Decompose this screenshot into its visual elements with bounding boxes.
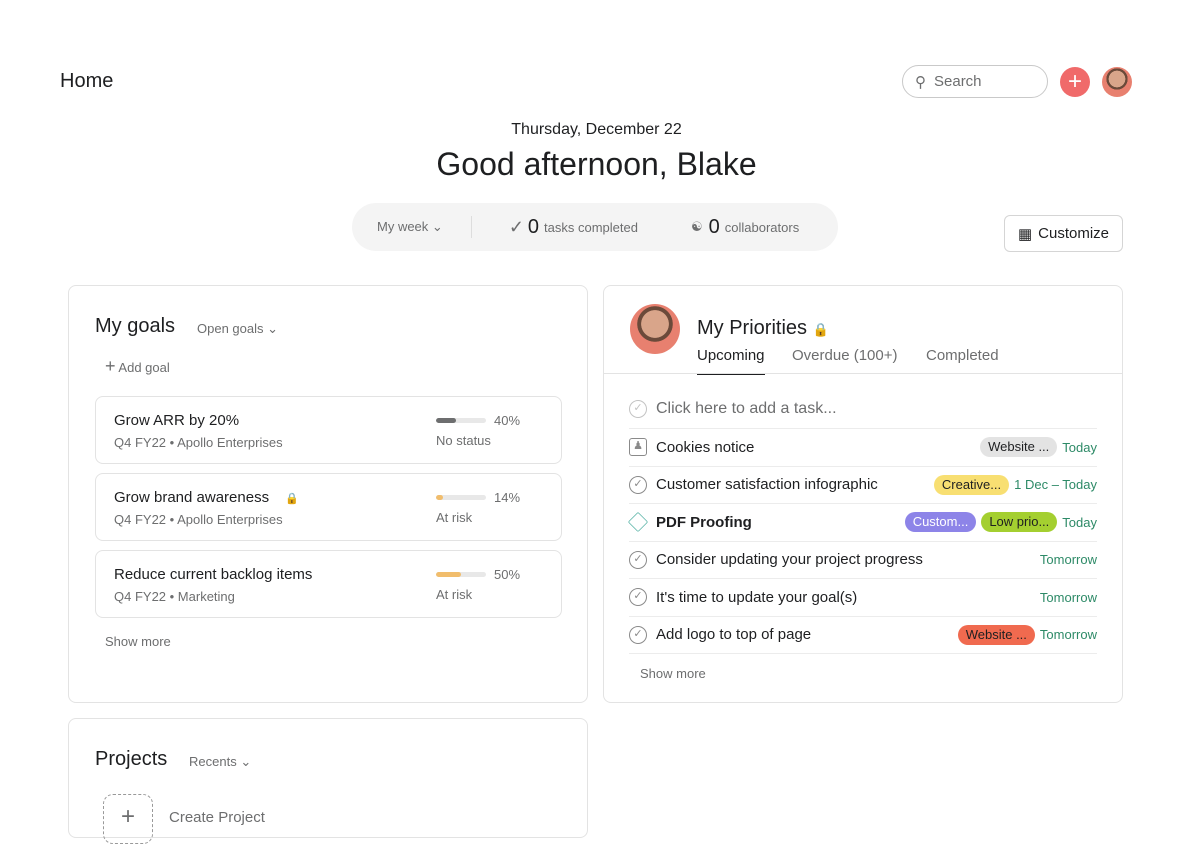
collab-label: collaborators	[724, 219, 800, 235]
lock-icon: 🔒	[812, 322, 829, 337]
task-row[interactable]: ♟ Cookies notice Website ... Today	[629, 429, 1097, 467]
goals-title: My goals	[95, 315, 176, 337]
task-due-date: Today	[1062, 514, 1097, 530]
tasks-label: tasks completed	[544, 219, 638, 235]
goal-status: No status	[436, 433, 491, 448]
project-tag[interactable]: Creative...	[933, 474, 1010, 495]
avatar[interactable]	[1102, 67, 1132, 97]
goal-progress-bar	[436, 495, 486, 500]
task-due-date: 1 Dec – Today	[1014, 477, 1097, 493]
task-due-date: Today	[1062, 439, 1097, 455]
check-circle-icon: ✓	[629, 550, 647, 569]
project-tag[interactable]: Website ...	[980, 437, 1058, 458]
goal-item[interactable]: Reduce current backlog items Q4 FY22 • M…	[95, 550, 562, 618]
priorities-title: My Priorities 🔒	[697, 317, 829, 339]
project-tag[interactable]: Custom...	[904, 512, 977, 533]
collab-count: 0	[708, 215, 720, 238]
check-circle-icon: ✓	[629, 625, 647, 644]
add-goal-button[interactable]: + Add goal	[105, 356, 170, 376]
collaborators-icon: ☯	[690, 219, 703, 234]
add-task-input[interactable]: ✓ Click here to add a task...	[629, 391, 1097, 429]
goal-progress-fill	[436, 572, 461, 577]
page-title: Home	[60, 70, 114, 92]
goal-meta: Q4 FY22 • Apollo Enterprises	[114, 435, 283, 450]
goal-progress-bar	[436, 572, 486, 577]
check-circle-icon: ✓	[629, 475, 647, 494]
widgets-icon: ▦	[1017, 225, 1033, 243]
goal-item[interactable]: Grow brand awareness 🔒 Q4 FY22 • Apollo …	[95, 473, 562, 541]
period-dropdown[interactable]: My week ⌄	[377, 219, 443, 234]
goal-name: Reduce current backlog items	[114, 566, 313, 583]
goal-meta: Q4 FY22 • Marketing	[114, 589, 235, 604]
goal-percent: 14%	[494, 490, 521, 505]
goal-name: Grow brand awareness 🔒	[114, 489, 299, 506]
customize-button[interactable]: ▦ Customize	[1004, 215, 1123, 252]
goal-progress-bar	[436, 418, 486, 423]
tab-completed[interactable]: Completed	[926, 347, 999, 364]
create-button[interactable]: +	[1060, 67, 1090, 97]
goal-name: Grow ARR by 20%	[114, 412, 240, 429]
task-row[interactable]: ✓ Add logo to top of page Website ... Tomor…	[629, 617, 1097, 654]
tab-upcoming[interactable]: Upcoming	[697, 347, 765, 375]
task-name: Consider updating your project progress	[656, 551, 923, 569]
projects-card: Projects Recents ⌄ + Create Project	[68, 718, 588, 844]
goals-show-more[interactable]: Show more	[105, 634, 171, 649]
goal-percent: 50%	[494, 567, 521, 582]
greeting: Good afternoon, Blake	[436, 146, 757, 182]
create-project-button[interactable]: +	[103, 794, 153, 844]
divider	[604, 373, 1122, 374]
goal-progress-fill	[436, 418, 456, 423]
goals-filter[interactable]: Open goals ⌄	[197, 321, 279, 336]
create-project-label[interactable]: Create Project	[169, 809, 265, 826]
task-row[interactable]: ✓ Customer satisfaction infographic Creati…	[629, 467, 1097, 504]
goal-status: At risk	[436, 587, 473, 602]
task-name: Customer satisfaction infographic	[656, 476, 878, 494]
projects-filter[interactable]: Recents ⌄	[189, 754, 252, 769]
lock-icon: 🔒	[285, 493, 299, 505]
task-row[interactable]: ✓ Consider updating your project progress…	[629, 542, 1097, 579]
task-row[interactable]: ✓ It's time to update your goal(s) Tomorro…	[629, 579, 1097, 617]
milestone-icon	[627, 512, 649, 533]
task-due-date: Tomorrow	[1039, 589, 1097, 605]
goal-meta: Q4 FY22 • Apollo Enterprises	[114, 512, 283, 527]
goals-card: My goals Open goals ⌄ + Add goal Grow AR…	[68, 285, 588, 703]
task-name: PDF Proofing	[656, 513, 752, 531]
tab-overdue[interactable]: Overdue (100+)	[792, 347, 898, 364]
tasks-show-more[interactable]: Show more	[640, 666, 706, 681]
task-name: Add logo to top of page	[656, 626, 812, 644]
chevron-down-icon: ⌄	[431, 219, 443, 234]
goal-item[interactable]: Grow ARR by 20% Q4 FY22 • Apollo Enterpr…	[95, 396, 562, 464]
task-due-date: Tomorrow	[1039, 627, 1097, 643]
task-row[interactable]: PDF Proofing Custom... Low prio... Today	[627, 504, 1097, 542]
projects-title: Projects	[95, 748, 168, 770]
task-name: It's time to update your goal(s)	[656, 588, 858, 606]
check-icon: ✓	[508, 216, 524, 237]
search-icon: ⚲	[915, 73, 926, 91]
search-input[interactable]: ⚲ Search	[902, 65, 1048, 98]
priorities-card: My Priorities 🔒 Upcoming Overdue (100+) …	[603, 285, 1123, 703]
project-tag[interactable]: Website ...	[957, 624, 1035, 645]
stats-bar: My week ⌄ ✓ 0 tasks completed ☯ 0 collab…	[352, 203, 838, 251]
check-circle-icon: ✓	[629, 400, 647, 419]
project-tag[interactable]: Low prio...	[981, 512, 1058, 533]
tasks-count: 0	[527, 215, 540, 238]
date: Thursday, December 22	[511, 121, 682, 138]
goal-status: At risk	[436, 510, 473, 525]
goal-progress-fill	[436, 495, 443, 500]
approval-icon: ♟	[629, 438, 647, 457]
task-name: Cookies notice	[656, 438, 755, 456]
divider	[470, 216, 472, 238]
goal-percent: 40%	[494, 413, 521, 428]
avatar	[630, 304, 680, 354]
task-due-date: Tomorrow	[1039, 552, 1097, 568]
check-circle-icon: ✓	[629, 588, 647, 607]
